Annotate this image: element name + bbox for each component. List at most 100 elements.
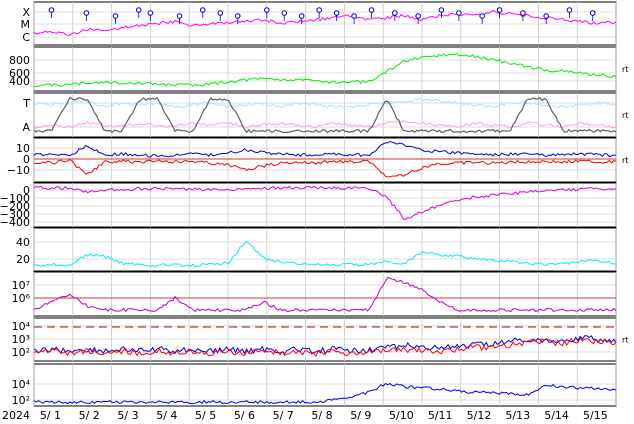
y-tick-label: 10 [16, 142, 30, 155]
panel-frame [33, 227, 617, 272]
side-marker: rt [622, 65, 628, 74]
panel-frame [33, 1, 617, 46]
side-marker: rt [622, 336, 628, 345]
flare-marker [298, 13, 305, 19]
panel-imf: 100−10 rt [7, 137, 628, 183]
series-line [33, 96, 617, 134]
y-tick-label: 600 [9, 67, 30, 80]
x-tick-label: 5/10 [389, 409, 414, 422]
y-tick-label: M [21, 18, 31, 31]
y-tick-label: 10⁴ [12, 320, 31, 333]
x-tick-label: 5/ 5 [195, 409, 216, 422]
panel-frame [33, 363, 617, 407]
x-tick-label: 5/ 4 [156, 409, 177, 422]
flare-marker [234, 13, 241, 19]
series-line [33, 97, 617, 109]
panel-frame [33, 46, 617, 92]
flare-marker [496, 7, 503, 13]
flare-marker [589, 10, 596, 16]
flare-marker [392, 10, 398, 16]
flare-marker [543, 13, 549, 19]
panel-xray: XMC [21, 1, 617, 46]
series-line [33, 382, 617, 405]
flare-marker [415, 13, 421, 19]
x-tick-label: 5/ 8 [311, 409, 332, 422]
flare-marker [333, 10, 340, 16]
series-line [33, 159, 617, 178]
series-line [33, 140, 617, 158]
x-tick-label: 5/14 [544, 409, 569, 422]
x-tick-label: 5/11 [428, 409, 453, 422]
flare-marker [456, 10, 462, 16]
side-marker: rt [622, 156, 628, 165]
y-tick-label: 800 [9, 54, 30, 67]
y-tick-label: 10² [12, 394, 30, 407]
flare-marker [479, 13, 485, 19]
y-tick-label: 0 [23, 184, 30, 197]
panel-dst: 0−100−200−300−400 [0, 182, 617, 229]
x-tick-label: 5/ 9 [350, 409, 371, 422]
flare-marker [351, 13, 357, 19]
y-tick-label: X [22, 6, 30, 19]
x-tick-label: 5/15 [583, 409, 608, 422]
series-line [33, 277, 617, 313]
year-label: 2024 [2, 409, 30, 422]
y-tick-label: 400 [9, 75, 30, 88]
flare-marker [199, 7, 206, 13]
y-tick-label: C [22, 31, 30, 44]
flare-marker [176, 13, 183, 19]
flare-marker [368, 7, 375, 13]
series-line [33, 335, 617, 355]
flare-marker [83, 10, 90, 16]
flare-marker [520, 10, 526, 16]
x-tick-label: 5/ 3 [117, 409, 138, 422]
y-tick-label: 20 [16, 253, 30, 266]
y-tick-label: 10³ [12, 333, 30, 346]
x-tick-label: 5/ 6 [234, 409, 255, 422]
x-axis: 5/ 1 5/ 2 5/ 3 5/ 4 5/ 5 5/ 6 5/ 7 5/ 8 5/ 9 5/10… [40, 409, 608, 422]
flare-marker [147, 10, 154, 16]
y-tick-label: T [22, 97, 30, 110]
flare-marker [112, 13, 119, 19]
flare-marker [281, 10, 288, 16]
y-tick-label: −300 [0, 208, 30, 221]
y-tick-label: 10² [12, 346, 30, 359]
series-line [33, 185, 617, 221]
flare-marker [48, 7, 55, 13]
series-line [33, 120, 617, 129]
flare-marker [438, 7, 445, 13]
series-line [33, 9, 617, 36]
flare-marker [264, 7, 270, 13]
y-tick-label: 10⁶ [12, 292, 31, 305]
y-tick-label: −100 [0, 192, 30, 205]
y-tick-label: A [22, 121, 30, 134]
series-line [33, 240, 617, 268]
x-tick-label: 5/ 7 [273, 409, 294, 422]
x-tick-label: 5/12 [467, 409, 492, 422]
y-tick-label: −400 [0, 216, 30, 229]
side-marker: rt [622, 111, 628, 120]
flare-marker [135, 7, 142, 13]
series-line [33, 337, 617, 357]
flare-marker [566, 7, 573, 13]
y-tick-label: 0 [23, 153, 30, 166]
y-tick-label: −200 [0, 200, 30, 213]
series-line [33, 52, 617, 88]
x-tick-label: 5/ 2 [79, 409, 100, 422]
flare-marker [217, 10, 224, 16]
x-tick-label: 5/13 [505, 409, 530, 422]
y-tick-label: 10⁴ [12, 378, 31, 391]
y-tick-label: 10⁷ [12, 279, 30, 292]
x-tick-label: 5/ 1 [40, 409, 61, 422]
chart-panels: XMC400600800rtTArt100−10rt0−100−200−300−… [0, 1, 628, 407]
y-tick-label: 40 [16, 236, 30, 249]
y-tick-label: −10 [7, 164, 30, 177]
flare-marker [316, 7, 322, 13]
